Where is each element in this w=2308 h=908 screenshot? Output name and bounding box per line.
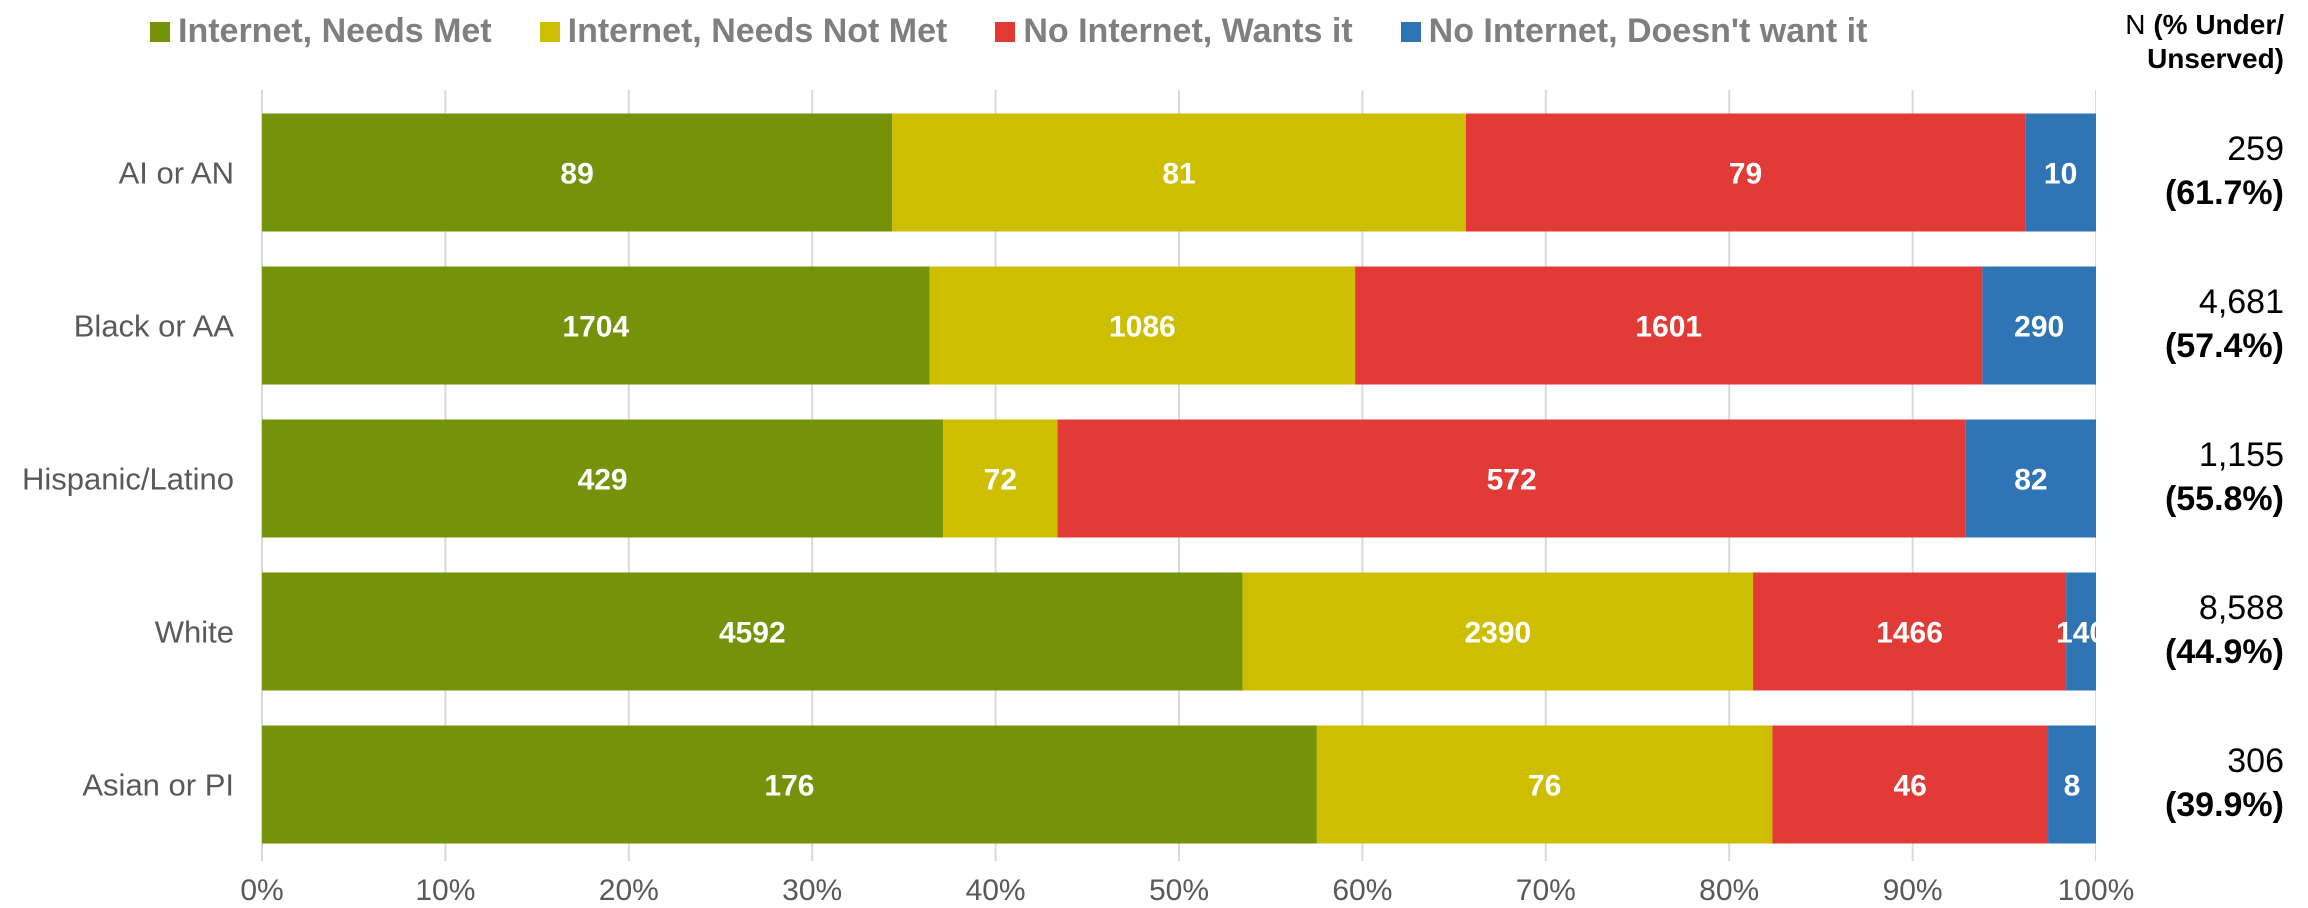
bar-segment — [1242, 572, 1754, 691]
x-tick-label: 20% — [599, 874, 659, 907]
n-header-line2: Unserved) — [2147, 43, 2284, 74]
bar-segment — [1355, 266, 1983, 385]
legend-item: Internet, Needs Not Met — [539, 12, 948, 51]
n-count: 306 — [2227, 741, 2284, 780]
data-label: 82 — [2014, 464, 2047, 497]
data-label: 10 — [2044, 158, 2077, 191]
data-label: 1704 — [562, 311, 629, 344]
data-label: 176 — [764, 770, 814, 803]
n-header-line1: (% Under/ — [2153, 9, 2284, 40]
bar-segment — [943, 419, 1058, 538]
legend-item: Internet, Needs Met — [150, 12, 492, 51]
legend-swatch — [539, 21, 560, 42]
bar-segment — [2048, 725, 2096, 844]
data-label: 1466 — [1876, 617, 1943, 650]
data-label: 572 — [1487, 464, 1537, 497]
bar-segment — [892, 113, 1466, 232]
bar-segment — [1753, 572, 2067, 691]
category-label: AI or AN — [119, 156, 234, 191]
x-tick-label: 60% — [1332, 874, 1392, 907]
bar-segment — [262, 572, 1243, 691]
x-tick-label: 100% — [2058, 874, 2135, 907]
legend-swatch — [1400, 21, 1421, 42]
x-tick-label: 80% — [1699, 874, 1759, 907]
x-tick-label: 10% — [415, 874, 475, 907]
underserved-percent: (57.4%) — [2164, 326, 2284, 365]
data-label: 1086 — [1109, 311, 1176, 344]
category-label: Black or AA — [74, 309, 235, 344]
legend-item: No Internet, Wants it — [995, 12, 1353, 51]
bar-segment — [1465, 113, 2026, 232]
n-value-cell: 1,155 (55.8%) — [2165, 433, 2284, 521]
underserved-percent: (44.9%) — [2164, 632, 2284, 671]
n-header-prefix: N — [2125, 9, 2146, 40]
x-tick-label: 0% — [240, 874, 283, 907]
legend-label: No Internet, Doesn't want it — [1428, 12, 1868, 50]
bar-segment — [1965, 419, 2096, 538]
data-label: 290 — [2014, 311, 2064, 344]
legend-swatch — [150, 21, 170, 42]
data-label: 46 — [1894, 770, 1927, 803]
data-label: 76 — [1528, 770, 1561, 803]
category-label: White — [155, 615, 234, 650]
legend-label: Internet, Needs Met — [178, 12, 492, 50]
bar-segment — [1982, 266, 2096, 385]
chart-legend: Internet, Needs Met Internet, Needs Not M… — [150, 12, 1915, 51]
legend-label: No Internet, Wants it — [1023, 12, 1353, 50]
category-label: Hispanic/Latino — [22, 462, 234, 497]
bar-segment — [2066, 572, 2096, 691]
bar-segment — [1057, 419, 1966, 538]
n-value-cell: 4,681 (57.4%) — [2165, 280, 2284, 368]
data-label: 8 — [2064, 770, 2081, 803]
x-tick-label: 90% — [1883, 874, 1943, 907]
plot-edge-mask — [2096, 86, 2308, 861]
x-tick-label: 40% — [966, 874, 1026, 907]
bar-segment — [2025, 113, 2096, 232]
n-value-cell: 306 (39.9%) — [2165, 739, 2284, 827]
bar-segment — [262, 113, 893, 232]
underserved-percent: (61.7%) — [2164, 173, 2284, 212]
bar-segment — [262, 725, 1317, 844]
legend-swatch — [995, 21, 1016, 42]
category-label: Asian or PI — [82, 768, 234, 803]
data-label: 429 — [578, 464, 628, 497]
n-count: 259 — [2227, 129, 2284, 168]
n-column-header: N (% Under/ Unserved) — [2125, 8, 2284, 76]
x-tick-label: 70% — [1516, 874, 1576, 907]
x-tick-label: 30% — [782, 874, 842, 907]
data-label: 4592 — [719, 617, 786, 650]
bar-segment — [929, 266, 1356, 385]
data-label: 2390 — [1464, 617, 1531, 650]
legend-item: No Internet, Doesn't want it — [1400, 12, 1868, 51]
bar-segment — [1772, 725, 2049, 844]
bar-segment — [1316, 725, 1773, 844]
n-count: 8,588 — [2198, 588, 2284, 627]
x-tick-label: 50% — [1149, 874, 1209, 907]
bar-segment — [262, 419, 944, 538]
data-label: 1601 — [1635, 311, 1702, 344]
data-label: 72 — [984, 464, 1017, 497]
n-count: 1,155 — [2198, 435, 2284, 474]
n-count: 4,681 — [2198, 282, 2284, 321]
legend-label: Internet, Needs Not Met — [567, 12, 948, 50]
data-label: 81 — [1162, 158, 1195, 191]
data-label: 89 — [560, 158, 593, 191]
underserved-percent: (55.8%) — [2164, 479, 2284, 518]
n-value-cell: 8,588 (44.9%) — [2165, 586, 2284, 674]
bar-segment — [262, 266, 930, 385]
data-label: 79 — [1729, 158, 1762, 191]
n-value-cell: 259 (61.7%) — [2165, 127, 2284, 215]
underserved-percent: (39.9%) — [2164, 785, 2284, 824]
